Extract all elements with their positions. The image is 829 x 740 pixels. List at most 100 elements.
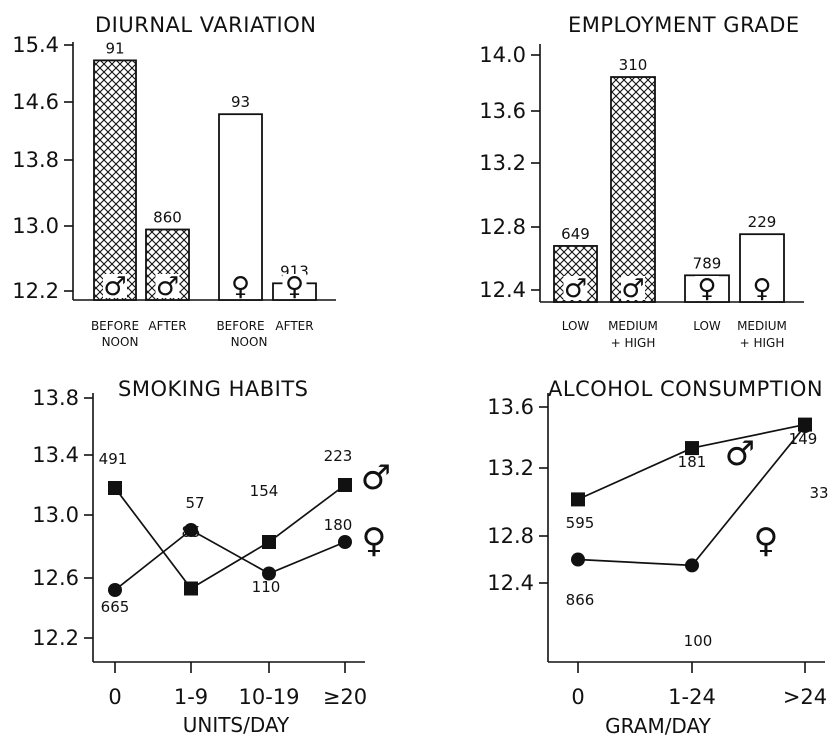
x-tick-label: 0 xyxy=(571,685,584,709)
point-count-label: 100 xyxy=(684,632,713,650)
y-tick-label: 13.0 xyxy=(32,503,79,527)
y-tick-label: 12.8 xyxy=(479,215,526,239)
female-series-line xyxy=(114,528,346,591)
category-label: AFTER xyxy=(148,319,186,333)
sex-symbol-backdrop xyxy=(621,276,645,300)
category-label: BEFORE xyxy=(91,319,139,333)
female-data-point xyxy=(184,523,198,537)
point-count-label: 57 xyxy=(185,494,204,512)
alcohol-consumption-chart: 13.6 13.2 12.8 12.4 ALCOHOL CONSUMPTION 0 1-24… xyxy=(487,377,828,738)
x-axis-label: UNITS/DAY xyxy=(183,713,290,737)
x-tick-label: >24 xyxy=(783,685,827,709)
male-series-line xyxy=(114,484,346,590)
male-symbol: ♂ xyxy=(725,434,755,474)
chart-title: DIURNAL VARIATION xyxy=(95,13,316,37)
male-data-point xyxy=(108,481,122,495)
x-tick-label: 10-19 xyxy=(238,685,299,709)
male-data-point xyxy=(338,478,352,492)
category-label-line2: + HIGH xyxy=(611,336,656,350)
chart-title: ALCOHOL CONSUMPTION xyxy=(548,377,823,401)
diurnal-variation-chart: 15.4 14.6 13.8 13.0 12.2 DIURNAL VARIATION 91 ♂… xyxy=(12,13,336,349)
male-symbol: ♂ xyxy=(564,274,587,304)
y-tick-label: 13.2 xyxy=(487,456,534,480)
female-data-point xyxy=(262,566,276,581)
point-count-label: 223 xyxy=(324,447,353,465)
category-label: BEFORE xyxy=(216,319,264,333)
smoking-habits-chart: 13.8 13.4 13.0 12.6 12.2 SMOKING HABITS 0 1-9 10… xyxy=(32,377,391,737)
bar-count-label: 91 xyxy=(105,39,124,57)
sex-symbol-backdrop xyxy=(750,276,774,300)
point-count-label: 149 xyxy=(789,430,818,448)
y-tick-label: 12.6 xyxy=(32,566,79,590)
female-symbol: ♀ xyxy=(231,272,250,302)
y-tick-label: 13.6 xyxy=(479,99,526,123)
female-data-point xyxy=(338,535,352,549)
group-label: NOON xyxy=(102,335,139,349)
y-tick-label: 12.2 xyxy=(32,626,79,650)
male-data-point xyxy=(571,492,585,507)
bar-count-label: 93 xyxy=(231,93,250,111)
y-tick-label: 13.4 xyxy=(32,443,79,467)
bar-count-label: 860 xyxy=(153,209,182,227)
y-tick-label: 13.2 xyxy=(479,151,526,175)
y-tick-label: 12.4 xyxy=(479,278,526,302)
point-count-label: 665 xyxy=(101,598,130,616)
point-count-label: 33 xyxy=(809,484,828,502)
y-tick-label: 13.0 xyxy=(12,214,59,238)
sex-symbol-backdrop xyxy=(103,274,127,298)
category-label: LOW xyxy=(693,319,721,333)
male-data-point xyxy=(685,441,699,456)
sex-symbol-backdrop xyxy=(563,276,588,300)
category-label: MEDIUM xyxy=(608,319,658,333)
y-tick-label: 14.6 xyxy=(12,90,59,114)
y-tick-label: 12.8 xyxy=(487,524,534,548)
chart-title: SMOKING HABITS xyxy=(118,377,309,401)
bar-count-label: 789 xyxy=(693,254,722,272)
x-tick-label: 1-9 xyxy=(174,685,208,709)
sex-symbol-backdrop xyxy=(282,274,307,298)
bar-count-label: 649 xyxy=(561,225,590,243)
female-symbol: ♀ xyxy=(362,521,387,561)
category-label-line2: + HIGH xyxy=(740,336,785,350)
male-symbol: ♂ xyxy=(103,272,126,302)
female-data-point xyxy=(571,552,585,567)
bar-count-label: 229 xyxy=(748,213,777,231)
employment-grade-chart: 14.0 13.6 13.2 12.8 12.4 EMPLOYMENT GRADE 649 ♂… xyxy=(479,13,804,350)
y-tick-label: 13.8 xyxy=(12,148,59,172)
point-count-label: 866 xyxy=(566,591,595,609)
male-symbol: ♂ xyxy=(621,274,644,304)
point-count-label: 181 xyxy=(678,453,707,471)
female-symbol: ♀ xyxy=(285,272,304,302)
category-label: AFTER xyxy=(275,319,313,333)
female-symbol: ♀ xyxy=(697,274,716,304)
y-tick-label: 14.0 xyxy=(479,43,526,67)
female-data-point xyxy=(108,583,122,597)
y-tick-label: 13.8 xyxy=(32,386,79,410)
group-label: NOON xyxy=(231,335,268,349)
sex-symbol-backdrop xyxy=(695,276,719,300)
male-symbol: ♂ xyxy=(156,272,179,302)
point-count-label: 85 xyxy=(181,523,200,541)
x-tick-label: 0 xyxy=(108,685,121,709)
category-label: MEDIUM xyxy=(737,319,787,333)
female-data-point xyxy=(798,419,812,434)
male-symbol: ♂ xyxy=(361,458,391,498)
bar xyxy=(93,59,137,301)
category-label: LOW xyxy=(562,319,590,333)
bar xyxy=(218,113,263,301)
x-tick-label: ≥20 xyxy=(323,685,367,709)
point-count-label: 595 xyxy=(566,514,595,532)
female-symbol: ♀ xyxy=(752,274,771,304)
point-count-label: 154 xyxy=(250,482,279,500)
chart-title: EMPLOYMENT GRADE xyxy=(568,13,800,37)
female-data-point xyxy=(685,558,699,573)
y-tick-label: 12.4 xyxy=(487,571,534,595)
point-count-label: 491 xyxy=(99,450,128,468)
female-symbol: ♀ xyxy=(754,521,779,561)
y-tick-label: 15.4 xyxy=(12,33,59,57)
bar-count-label: 310 xyxy=(619,56,648,74)
point-count-label: 110 xyxy=(252,578,281,596)
point-count-label: 180 xyxy=(324,516,353,534)
x-tick-label: 1-24 xyxy=(668,685,716,709)
